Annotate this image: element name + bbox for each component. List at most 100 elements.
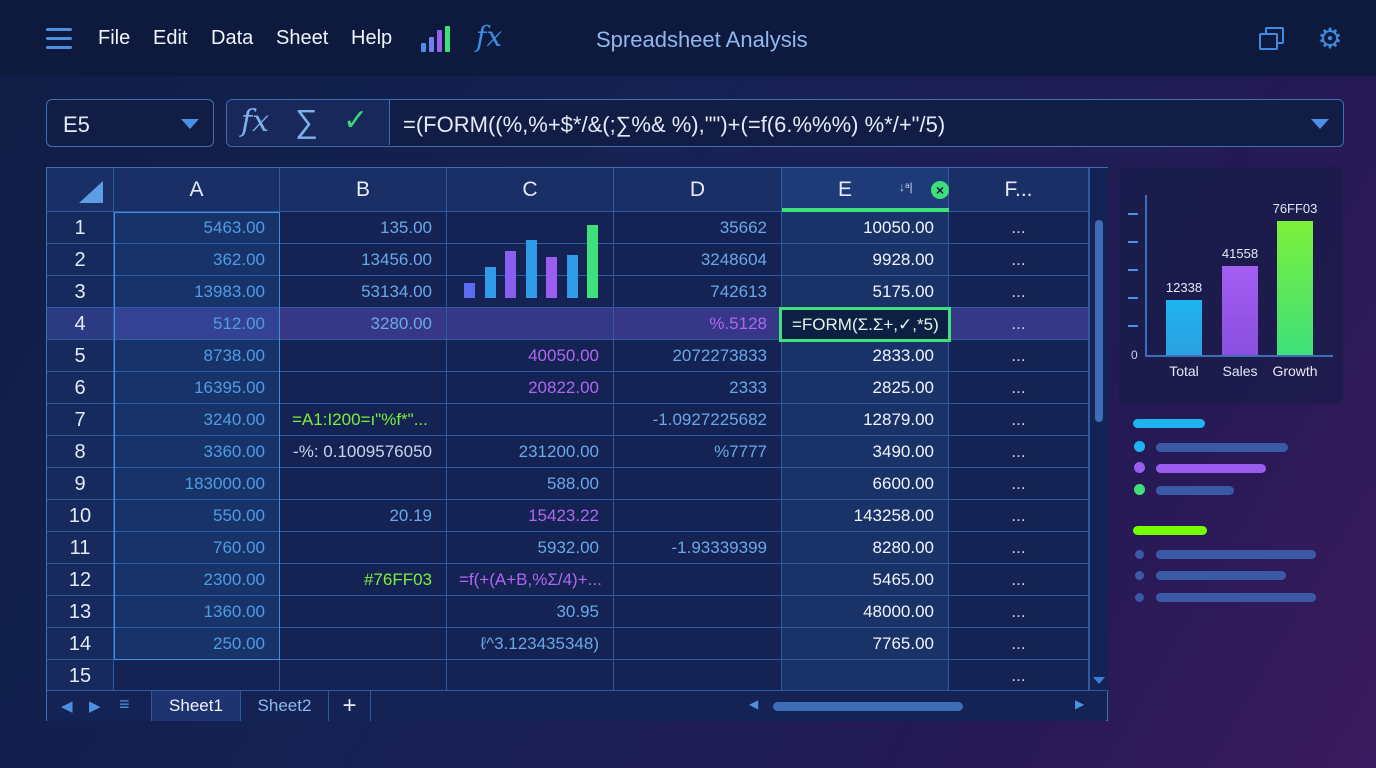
cell-b1[interactable]: 135.00 bbox=[280, 212, 447, 244]
scroll-down-icon[interactable] bbox=[1093, 677, 1105, 684]
cell-d2[interactable]: 3248604 bbox=[614, 244, 782, 276]
cell-c6[interactable]: 20822.00 bbox=[447, 372, 614, 404]
cell-d12[interactable] bbox=[614, 564, 782, 596]
cell-a4[interactable]: 512.00 bbox=[114, 308, 280, 340]
cell-f13[interactable]: ... bbox=[949, 596, 1089, 628]
cell-d13[interactable] bbox=[614, 596, 782, 628]
cell-c4[interactable] bbox=[447, 308, 614, 340]
cell-e9[interactable]: 6600.00 bbox=[782, 468, 949, 500]
cell-d9[interactable] bbox=[614, 468, 782, 500]
cell-e3[interactable]: 5175.00 bbox=[782, 276, 949, 308]
cell-e5[interactable]: 2833.00 bbox=[782, 340, 949, 372]
cell-e8[interactable]: 3490.00 bbox=[782, 436, 949, 468]
row-header[interactable]: 5 bbox=[47, 340, 114, 372]
hamburger-menu-icon[interactable] bbox=[46, 28, 72, 50]
cell-b7[interactable]: =A1:I200=ı"%f*"... bbox=[280, 404, 447, 436]
cell-f10[interactable]: ... bbox=[949, 500, 1089, 532]
cell-f15[interactable]: ... bbox=[949, 660, 1089, 692]
cell-c12[interactable]: =f(+(A+B,%Σ/4)+... bbox=[447, 564, 614, 596]
name-box[interactable]: E5 bbox=[46, 99, 214, 147]
horizontal-scroll-thumb[interactable] bbox=[773, 702, 963, 711]
column-header-e[interactable]: E bbox=[782, 168, 949, 212]
cell-e10[interactable]: 143258.00 bbox=[782, 500, 949, 532]
cell-e7[interactable]: 12879.00 bbox=[782, 404, 949, 436]
cell-a8[interactable]: 3360.00 bbox=[114, 436, 280, 468]
cell-f14[interactable]: ... bbox=[949, 628, 1089, 660]
prev-sheet-icon[interactable]: ◀ bbox=[61, 698, 73, 715]
column-header-a[interactable]: A bbox=[114, 168, 280, 212]
vertical-scroll-thumb[interactable] bbox=[1095, 220, 1103, 422]
cell-c10[interactable]: 15423.22 bbox=[447, 500, 614, 532]
cell-b15[interactable] bbox=[280, 660, 447, 692]
cell-e12[interactable]: 5465.00 bbox=[782, 564, 949, 596]
cell-a12[interactable]: 2300.00 bbox=[114, 564, 280, 596]
cell-e13[interactable]: 48000.00 bbox=[782, 596, 949, 628]
formula-expand-icon[interactable] bbox=[1311, 119, 1329, 129]
column-header-c[interactable]: C bbox=[447, 168, 614, 212]
add-sheet-button[interactable]: + bbox=[329, 691, 371, 721]
cell-a5[interactable]: 8738.00 bbox=[114, 340, 280, 372]
cell-c9[interactable]: 588.00 bbox=[447, 468, 614, 500]
cell-c14[interactable]: ℓ^3.123435348) bbox=[447, 628, 614, 660]
cell-d3[interactable]: 742613 bbox=[614, 276, 782, 308]
cell-c7[interactable] bbox=[447, 404, 614, 436]
row-header[interactable]: 14 bbox=[47, 628, 114, 660]
cell-d10[interactable] bbox=[614, 500, 782, 532]
cell-b11[interactable] bbox=[280, 532, 447, 564]
column-header-d[interactable]: D bbox=[614, 168, 782, 212]
side-chart-bar-growth[interactable] bbox=[1277, 221, 1313, 355]
column-header-b[interactable]: B bbox=[280, 168, 447, 212]
formula-input[interactable]: =(FORM((%,%+$*/&(;∑%& %),"")+(=f(6.%%%) … bbox=[403, 112, 946, 137]
cell-b8[interactable]: -%: 0.1009576050 bbox=[280, 436, 447, 468]
row-header[interactable]: 7 bbox=[47, 404, 114, 436]
cell-d6[interactable]: 2333 bbox=[614, 372, 782, 404]
cell-d5[interactable]: 2072273833 bbox=[614, 340, 782, 372]
active-cell-editor[interactable]: =FORM(Σ.Σ+,✓,*5) bbox=[779, 307, 951, 342]
cell-d15[interactable] bbox=[614, 660, 782, 692]
cell-c11[interactable]: 5932.00 bbox=[447, 532, 614, 564]
cell-a6[interactable]: 16395.00 bbox=[114, 372, 280, 404]
cell-f4[interactable]: ... bbox=[949, 308, 1089, 340]
cell-f2[interactable]: ... bbox=[949, 244, 1089, 276]
cell-e15[interactable] bbox=[782, 660, 949, 692]
row-header[interactable]: 9 bbox=[47, 468, 114, 500]
cell-d8[interactable]: %7777 bbox=[614, 436, 782, 468]
cell-a3[interactable]: 13983.00 bbox=[114, 276, 280, 308]
bar-chart-icon[interactable] bbox=[421, 26, 453, 52]
window-restore-icon[interactable] bbox=[1259, 27, 1285, 51]
menu-edit[interactable]: Edit bbox=[153, 27, 188, 49]
cell-c8[interactable]: 231200.00 bbox=[447, 436, 614, 468]
tab-sheet1[interactable]: Sheet1 bbox=[151, 691, 241, 721]
menu-help[interactable]: Help bbox=[351, 27, 393, 49]
menu-file[interactable]: File bbox=[98, 27, 131, 49]
side-chart-bar-total[interactable] bbox=[1166, 300, 1202, 355]
gear-icon[interactable]: ⚙ bbox=[1317, 23, 1343, 54]
cell-f9[interactable]: ... bbox=[949, 468, 1089, 500]
cell-b14[interactable] bbox=[280, 628, 447, 660]
cell-b5[interactable] bbox=[280, 340, 447, 372]
row-header[interactable]: 10 bbox=[47, 500, 114, 532]
cell-f3[interactable]: ... bbox=[949, 276, 1089, 308]
cell-f6[interactable]: ... bbox=[949, 372, 1089, 404]
row-header[interactable]: 3 bbox=[47, 276, 114, 308]
row-header[interactable]: 8 bbox=[47, 436, 114, 468]
row-header[interactable]: 2 bbox=[47, 244, 114, 276]
menu-sheet[interactable]: Sheet bbox=[276, 27, 329, 49]
cell-a2[interactable]: 362.00 bbox=[114, 244, 280, 276]
cell-b4[interactable]: 3280.00 bbox=[280, 308, 447, 340]
cell-d4[interactable]: %.5128 bbox=[614, 308, 782, 340]
cell-f1[interactable]: ... bbox=[949, 212, 1089, 244]
row-header[interactable]: 12 bbox=[47, 564, 114, 596]
row-header[interactable]: 4 bbox=[47, 308, 114, 340]
chevron-down-icon[interactable] bbox=[181, 119, 199, 129]
vertical-scrollbar[interactable] bbox=[1089, 168, 1108, 690]
cell-c13[interactable]: 30.95 bbox=[447, 596, 614, 628]
row-header[interactable]: 15 bbox=[47, 660, 114, 692]
cell-a10[interactable]: 550.00 bbox=[114, 500, 280, 532]
menu-data[interactable]: Data bbox=[211, 27, 254, 49]
cell-d7[interactable]: -1.0927225682 bbox=[614, 404, 782, 436]
cell-f5[interactable]: ... bbox=[949, 340, 1089, 372]
next-sheet-icon[interactable]: ▶ bbox=[89, 698, 101, 715]
tab-sheet2[interactable]: Sheet2 bbox=[241, 691, 329, 721]
embedded-bar-chart[interactable] bbox=[448, 212, 614, 308]
